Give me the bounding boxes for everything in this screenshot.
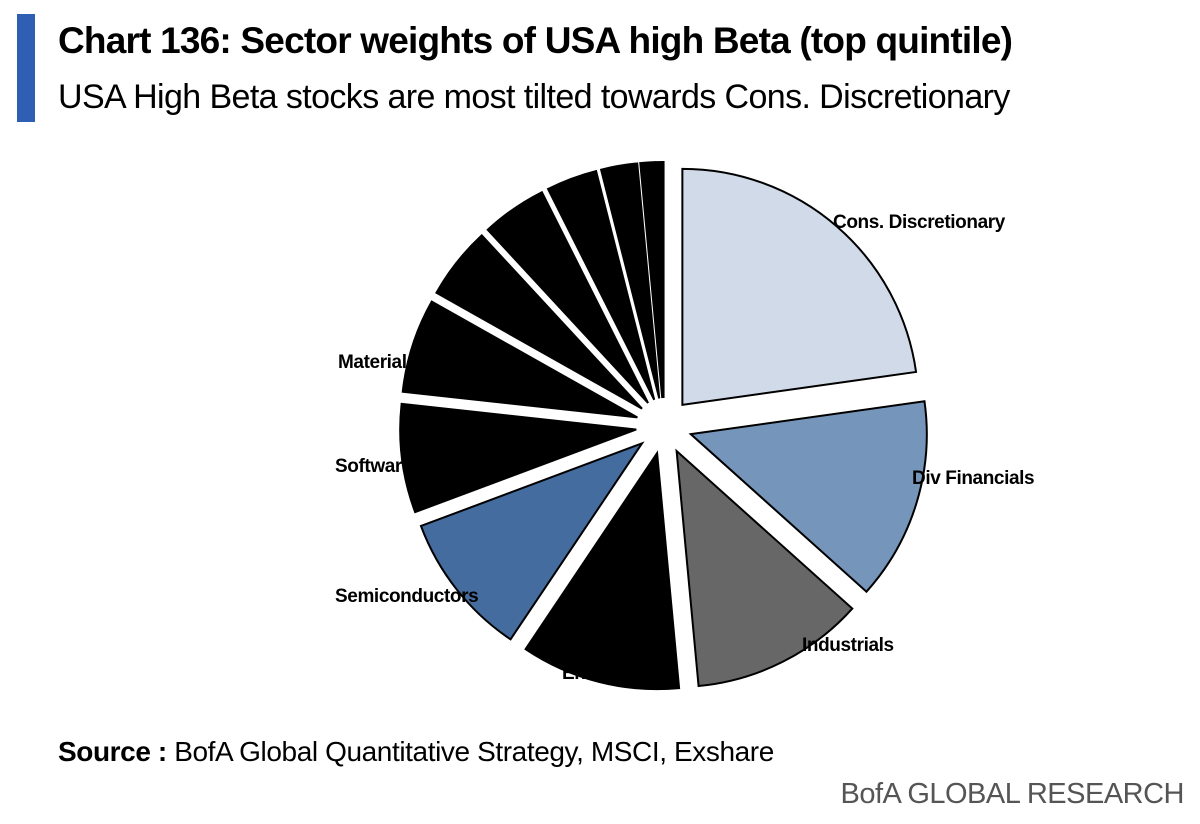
pie-slice-energy [524, 450, 681, 691]
pie-slice-materials [401, 300, 638, 419]
source-label: Source : [58, 736, 167, 767]
pie-slice-div-financials [688, 400, 928, 594]
pie-slice-unlabeled-12 [655, 161, 665, 399]
pie-slice-unlabeled-8 [486, 190, 649, 404]
accent-bar [17, 14, 35, 122]
slice-label: Materials [338, 352, 417, 373]
slice-label: Industrials [802, 635, 894, 656]
slice-label: Energy [562, 663, 625, 684]
pie-slice-unlabeled-11 [639, 161, 664, 399]
chart-subtitle: USA High Beta stocks are most tilted tow… [58, 78, 1010, 116]
pie-slice-semiconductors [419, 441, 645, 641]
slice-label: Software [335, 456, 412, 477]
pie-slice-unlabeled-10 [599, 162, 661, 399]
pie-slice-software [399, 402, 637, 514]
pie-slice-unlabeled-7 [435, 233, 643, 410]
source-note: Source : BofA Global Quantitative Strate… [58, 736, 774, 768]
slice-label: Cons. Discretionary [833, 212, 1006, 233]
pie-slice-unlabeled-9 [546, 169, 656, 401]
source-text: BofA Global Quantitative Strategy, MSCI,… [174, 736, 774, 767]
pie-slice-industrials [675, 448, 854, 688]
slice-label: Semiconductors [335, 586, 478, 607]
slice-label: Div Financials [912, 468, 1034, 489]
chart-title: Chart 136: Sector weights of USA high Be… [58, 20, 1013, 61]
brand-footer: BofA GLOBAL RESEARCH [840, 778, 1184, 810]
pie-slice-cons-discretionary [681, 167, 918, 407]
